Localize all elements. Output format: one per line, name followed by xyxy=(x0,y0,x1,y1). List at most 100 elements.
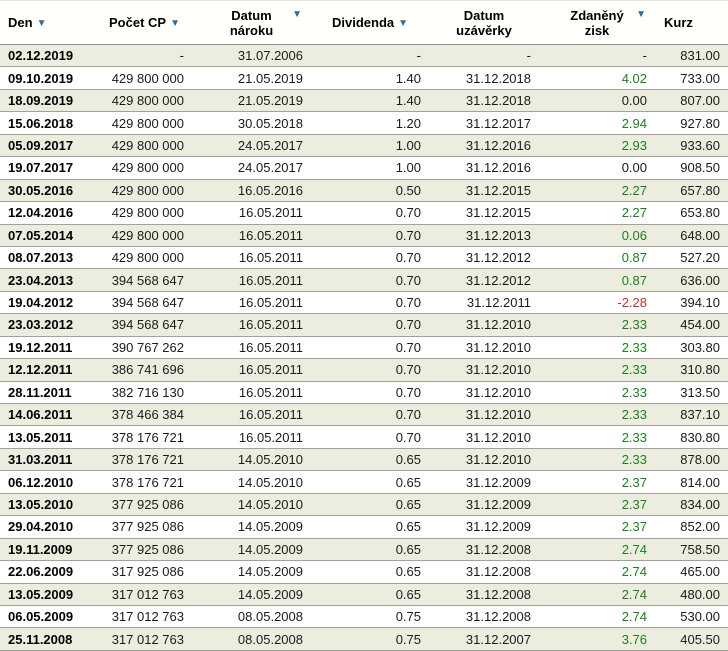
column-header-pocet-cp[interactable]: Počet CP ▼ xyxy=(100,0,192,45)
cell-datum-uzaverky: 31.12.2010 xyxy=(429,447,539,471)
cell-datum-uzaverky: 31.12.2008 xyxy=(429,604,539,628)
cell-dividenda: 1.00 xyxy=(311,156,429,180)
cell-kurz: 908.50 xyxy=(655,156,728,180)
cell-datum-naroku: 14.05.2010 xyxy=(192,492,311,516)
cell-zdaneny-zisk: 2.33 xyxy=(539,402,655,426)
cell-pocet-cp: 378 176 721 xyxy=(100,425,192,449)
cell-pocet-cp: 382 716 130 xyxy=(100,380,192,404)
cell-pocet-cp: 378 176 721 xyxy=(100,470,192,494)
cell-datum-uzaverky: 31.12.2007 xyxy=(429,627,539,651)
cell-datum-naroku: 08.05.2008 xyxy=(192,604,311,628)
column-label: Počet CP xyxy=(109,14,167,30)
cell-datum-uzaverky: 31.12.2010 xyxy=(429,402,539,426)
cell-kurz: 807.00 xyxy=(655,88,728,112)
cell-pocet-cp: 429 800 000 xyxy=(100,201,192,224)
cell-pocet-cp: 378 466 384 xyxy=(100,402,192,426)
cell-datum-naroku: 14.05.2009 xyxy=(192,560,311,583)
cell-kurz: 758.50 xyxy=(655,537,728,561)
sort-desc-icon[interactable]: ▼ xyxy=(170,17,180,29)
cell-zdaneny-zisk: 2.27 xyxy=(539,178,655,202)
cell-zdaneny-zisk: 2.37 xyxy=(539,492,655,516)
cell-dividenda: 0.65 xyxy=(311,515,429,539)
sort-desc-icon[interactable]: ▼ xyxy=(292,9,302,20)
cell-dividenda: 0.70 xyxy=(311,223,429,247)
cell-kurz: 814.00 xyxy=(655,470,728,494)
cell-kurz: 313.50 xyxy=(655,380,728,404)
cell-datum-uzaverky: 31.12.2018 xyxy=(429,88,539,112)
table-row: 08.07.2013 429 800 000 16.05.2011 0.70 31.12… xyxy=(0,245,728,269)
cell-pocet-cp: 429 800 000 xyxy=(100,66,192,90)
cell-datum-uzaverky: 31.12.2009 xyxy=(429,470,539,494)
cell-zdaneny-zisk: 0.00 xyxy=(539,88,655,112)
cell-den: 19.12.2011 xyxy=(0,335,100,359)
cell-dividenda: 0.50 xyxy=(311,178,429,202)
cell-datum-naroku: 16.05.2011 xyxy=(192,402,311,426)
sort-desc-icon[interactable]: ▼ xyxy=(36,17,47,29)
cell-pocet-cp: 394 568 647 xyxy=(100,313,192,337)
cell-dividenda: 0.70 xyxy=(311,402,429,426)
column-label: Datum uzávěrky xyxy=(456,7,512,38)
cell-datum-uzaverky: 31.12.2011 xyxy=(429,290,539,314)
cell-pocet-cp: 317 012 763 xyxy=(100,627,192,651)
cell-datum-uzaverky: 31.12.2010 xyxy=(429,425,539,449)
cell-zdaneny-zisk: 3.76 xyxy=(539,627,655,651)
table-row: 13.05.2011 378 176 721 16.05.2011 0.70 31.12… xyxy=(0,425,728,449)
cell-datum-naroku: 14.05.2009 xyxy=(192,515,311,539)
cell-pocet-cp: 394 568 647 xyxy=(100,290,192,314)
cell-pocet-cp: 429 800 000 xyxy=(100,88,192,112)
cell-pocet-cp: 317 012 763 xyxy=(100,582,192,606)
column-header-zdaneny-zisk[interactable]: Zdaněný zisk ▼ xyxy=(539,0,655,45)
table-row: 07.05.2014 429 800 000 16.05.2011 0.70 31.12… xyxy=(0,223,728,247)
cell-datum-uzaverky: 31.12.2010 xyxy=(429,335,539,359)
cell-datum-naroku: 16.05.2011 xyxy=(192,358,311,382)
cell-den: 12.04.2016 xyxy=(0,201,100,224)
cell-den: 13.05.2009 xyxy=(0,582,100,606)
cell-den: 13.05.2010 xyxy=(0,492,100,516)
cell-datum-uzaverky: 31.12.2008 xyxy=(429,560,539,583)
column-header-dividenda[interactable]: Dividenda ▼ xyxy=(311,0,429,45)
cell-dividenda: 1.40 xyxy=(311,66,429,90)
cell-pocet-cp: 394 568 647 xyxy=(100,268,192,292)
cell-pocet-cp: 378 176 721 xyxy=(100,447,192,471)
sort-desc-icon[interactable]: ▼ xyxy=(636,9,646,20)
cell-datum-uzaverky: 31.12.2015 xyxy=(429,201,539,224)
cell-den: 19.11.2009 xyxy=(0,537,100,561)
table-row: 12.12.2011 386 741 696 16.05.2011 0.70 31.12… xyxy=(0,358,728,382)
cell-den: 07.05.2014 xyxy=(0,223,100,247)
cell-dividenda: 1.20 xyxy=(311,111,429,135)
table-row: 05.09.2017 429 800 000 24.05.2017 1.00 31.12… xyxy=(0,133,728,157)
cell-kurz: 653.80 xyxy=(655,201,728,224)
cell-pocet-cp: 390 767 262 xyxy=(100,335,192,359)
cell-den: 09.10.2019 xyxy=(0,66,100,90)
column-header-datum-naroku[interactable]: Datum nároku ▼ xyxy=(192,0,311,45)
cell-datum-naroku: 16.05.2011 xyxy=(192,380,311,404)
sort-desc-icon[interactable]: ▼ xyxy=(398,17,409,29)
cell-zdaneny-zisk: 2.74 xyxy=(539,582,655,606)
cell-datum-naroku: 08.05.2008 xyxy=(192,627,311,651)
table-row: 25.11.2008 317 012 763 08.05.2008 0.75 31.12… xyxy=(0,627,728,651)
cell-kurz: 927.80 xyxy=(655,111,728,135)
cell-datum-naroku: 16.05.2011 xyxy=(192,425,311,449)
cell-pocet-cp: 377 925 086 xyxy=(100,537,192,561)
cell-kurz: 465.00 xyxy=(655,560,728,583)
cell-pocet-cp: 377 925 086 xyxy=(100,492,192,516)
cell-den: 19.07.2017 xyxy=(0,156,100,180)
table-row: 31.03.2011 378 176 721 14.05.2010 0.65 31.12… xyxy=(0,447,728,471)
cell-datum-uzaverky: - xyxy=(429,43,539,67)
cell-den: 23.03.2012 xyxy=(0,313,100,337)
cell-dividenda: 0.70 xyxy=(311,313,429,337)
cell-kurz: 830.80 xyxy=(655,425,728,449)
cell-zdaneny-zisk: 2.37 xyxy=(539,515,655,539)
table-row: 23.03.2012 394 568 647 16.05.2011 0.70 31.12… xyxy=(0,313,728,337)
cell-den: 30.05.2016 xyxy=(0,178,100,202)
cell-dividenda: 1.00 xyxy=(311,133,429,157)
cell-dividenda: 1.40 xyxy=(311,88,429,112)
cell-zdaneny-zisk: - xyxy=(539,43,655,67)
table-row: 15.06.2018 429 800 000 30.05.2018 1.20 31.12… xyxy=(0,111,728,135)
column-header-den[interactable]: Den ▼ xyxy=(0,0,100,45)
cell-datum-naroku: 21.05.2019 xyxy=(192,88,311,112)
cell-pocet-cp: 386 741 696 xyxy=(100,358,192,382)
cell-datum-naroku: 16.05.2011 xyxy=(192,201,311,224)
cell-den: 14.06.2011 xyxy=(0,402,100,426)
cell-den: 13.05.2011 xyxy=(0,425,100,449)
